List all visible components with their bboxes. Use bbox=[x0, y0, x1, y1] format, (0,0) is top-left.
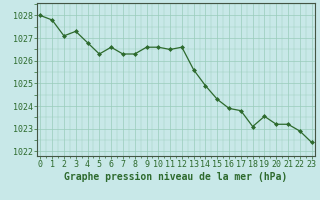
X-axis label: Graphe pression niveau de la mer (hPa): Graphe pression niveau de la mer (hPa) bbox=[64, 172, 288, 182]
